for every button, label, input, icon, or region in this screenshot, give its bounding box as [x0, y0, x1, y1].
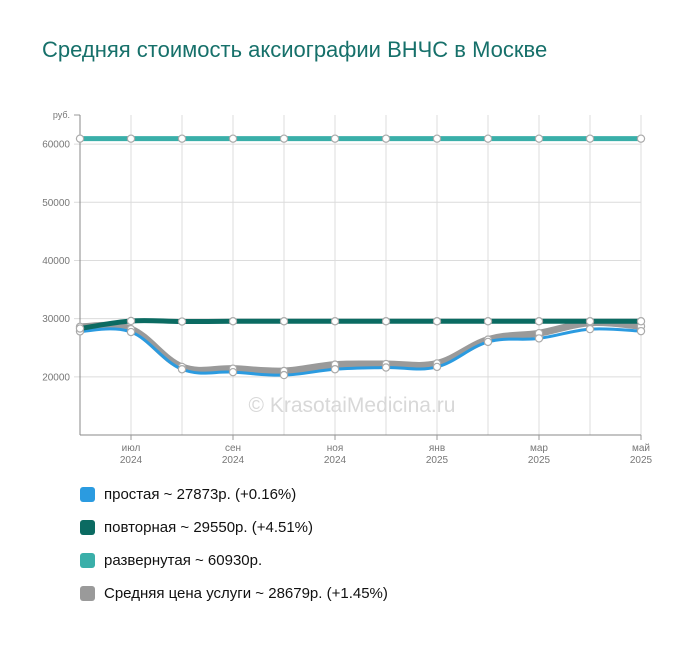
line-chart: 2000030000400005000060000руб.июл2024сен2…: [42, 110, 653, 466]
y-tick-label: 60000: [42, 140, 70, 151]
data-point-series-0: [432, 134, 442, 143]
data-point-series-2: [126, 327, 136, 337]
data-point-series-0: [126, 134, 136, 143]
x-tick-label-year: 2025: [528, 455, 551, 466]
y-unit-label: руб.: [53, 110, 70, 120]
data-point-series-3: [432, 317, 442, 326]
data-point-series-3: [126, 316, 136, 326]
data-point-series-3: [636, 317, 646, 326]
data-point-series-2: [432, 362, 442, 372]
data-point-series-2: [228, 367, 238, 377]
data-point-series-2: [534, 334, 544, 343]
x-tick-label-month: июл: [122, 443, 141, 454]
x-tick-label-year: 2024: [222, 455, 245, 466]
data-point-series-3: [381, 317, 391, 326]
legend-swatch: [80, 585, 95, 601]
data-point-series-0: [177, 134, 187, 143]
y-tick-label: 50000: [42, 198, 70, 209]
data-point-series-2: [279, 370, 289, 380]
data-point-series-0: [636, 134, 646, 143]
data-point-series-0: [483, 134, 493, 143]
legend-item-average[interactable]: Средняя цена услуги ~ 28679р. (+1.45%): [80, 583, 388, 603]
x-tick-label-year: 2025: [630, 455, 653, 466]
y-tick-label: 40000: [42, 256, 70, 267]
data-point-series-0: [75, 134, 85, 143]
x-tick-label-month: янв: [429, 443, 445, 454]
data-point-series-2: [585, 324, 595, 334]
x-tick-label-year: 2024: [120, 455, 143, 466]
data-point-series-0: [279, 134, 289, 143]
data-point-series-2: [636, 326, 646, 336]
x-tick-label-month: май: [632, 443, 650, 454]
data-point-series-3: [75, 324, 85, 333]
legend: простая ~ 27873р. (+0.16%) повторная ~ 2…: [80, 484, 388, 616]
x-tick-label-year: 2024: [324, 455, 347, 466]
legend-swatch: [80, 519, 95, 535]
data-point-series-3: [279, 317, 289, 326]
data-point-series-0: [330, 134, 340, 143]
x-tick-label-month: мар: [530, 443, 548, 454]
data-point-series-3: [483, 317, 493, 326]
legend-label: простая ~ 27873р. (+0.16%): [104, 485, 297, 503]
x-tick-label-month: сен: [225, 443, 241, 454]
series-line-1: [76, 318, 645, 375]
x-tick-label-year: 2025: [426, 455, 449, 466]
data-point-series-3: [228, 317, 238, 326]
chart-title: Средняя стоимость аксиографии ВНЧС в Мос…: [42, 37, 548, 62]
data-point-series-0: [585, 134, 595, 143]
data-point-series-0: [381, 134, 391, 143]
data-point-series-2: [483, 337, 493, 347]
legend-swatch: [80, 552, 95, 568]
y-tick-label: 30000: [42, 314, 70, 325]
data-point-series-3: [585, 317, 595, 326]
legend-label: развернутая ~ 60930р.: [104, 551, 263, 569]
watermark: © KrasotaiMedicina.ru: [249, 394, 456, 417]
x-tick-label-month: ноя: [327, 443, 344, 454]
legend-label: повторная ~ 29550р. (+4.51%): [104, 518, 314, 536]
legend-swatch: [80, 486, 95, 502]
legend-item-extended[interactable]: развернутая ~ 60930р.: [80, 550, 388, 570]
data-point-series-3: [177, 317, 187, 326]
data-point-series-0: [228, 134, 238, 143]
legend-label: Средняя цена услуги ~ 28679р. (+1.45%): [104, 584, 388, 602]
legend-item-simple[interactable]: простая ~ 27873р. (+0.16%): [80, 484, 388, 504]
data-point-series-2: [177, 365, 187, 374]
data-point-series-2: [381, 363, 391, 372]
data-point-series-3: [534, 317, 544, 326]
data-point-series-0: [534, 134, 544, 143]
legend-item-repeat[interactable]: повторная ~ 29550р. (+4.51%): [80, 517, 388, 537]
data-point-series-2: [330, 365, 340, 374]
y-tick-label: 20000: [42, 372, 70, 383]
series-line-3: [77, 318, 644, 332]
data-point-series-3: [330, 317, 340, 326]
